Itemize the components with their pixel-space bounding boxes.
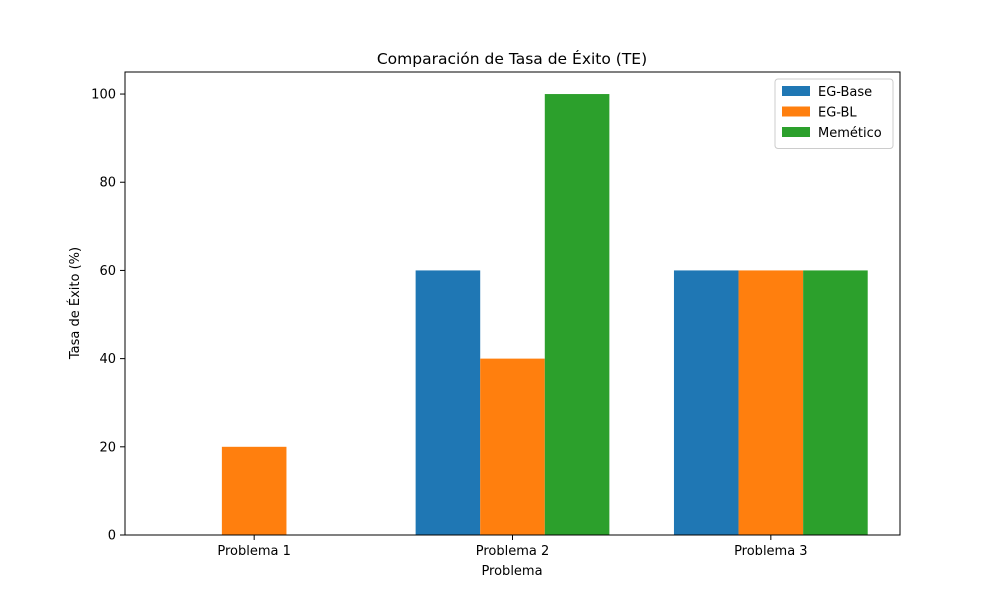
y-tick-label: 40 <box>99 352 116 367</box>
legend-label: Memético <box>818 126 882 141</box>
bar-eg-bl-1 <box>221 446 287 535</box>
legend-swatch <box>782 127 810 137</box>
y-axis-label: Tasa de Éxito (%) <box>67 247 83 360</box>
y-tick-label: 80 <box>99 176 116 191</box>
bar-eg-base-2 <box>415 270 481 535</box>
legend-label: EG-Base <box>818 85 872 100</box>
bar-mem-tico-2 <box>544 94 610 536</box>
legend-swatch <box>782 106 810 117</box>
x-tick-label: Problema 3 <box>734 544 808 559</box>
legend: EG-Base EG-BL Memético <box>774 78 894 149</box>
legend-label: EG-BL <box>818 106 857 121</box>
bar-eg-base-3 <box>673 270 739 535</box>
bar-eg-bl-2 <box>480 358 545 535</box>
plot-area: 0 20 40 60 80 100 Problema 1 Problema 2 Problema… <box>91 71 901 559</box>
y-tick-label: 60 <box>99 264 116 279</box>
x-tick-label: Problema 1 <box>217 544 291 559</box>
bar-mem-tico-3 <box>803 270 868 535</box>
legend-swatch <box>782 86 810 96</box>
y-tick-label: 100 <box>91 88 116 103</box>
x-axis-label: Problema <box>481 564 542 579</box>
bar-eg-bl-3 <box>738 270 804 535</box>
chart-title: Comparación de Tasa de Éxito (TE) <box>377 49 647 68</box>
y-tick-label: 0 <box>108 529 116 544</box>
y-tick-label: 20 <box>99 440 116 455</box>
x-tick-label: Problema 2 <box>476 544 550 559</box>
